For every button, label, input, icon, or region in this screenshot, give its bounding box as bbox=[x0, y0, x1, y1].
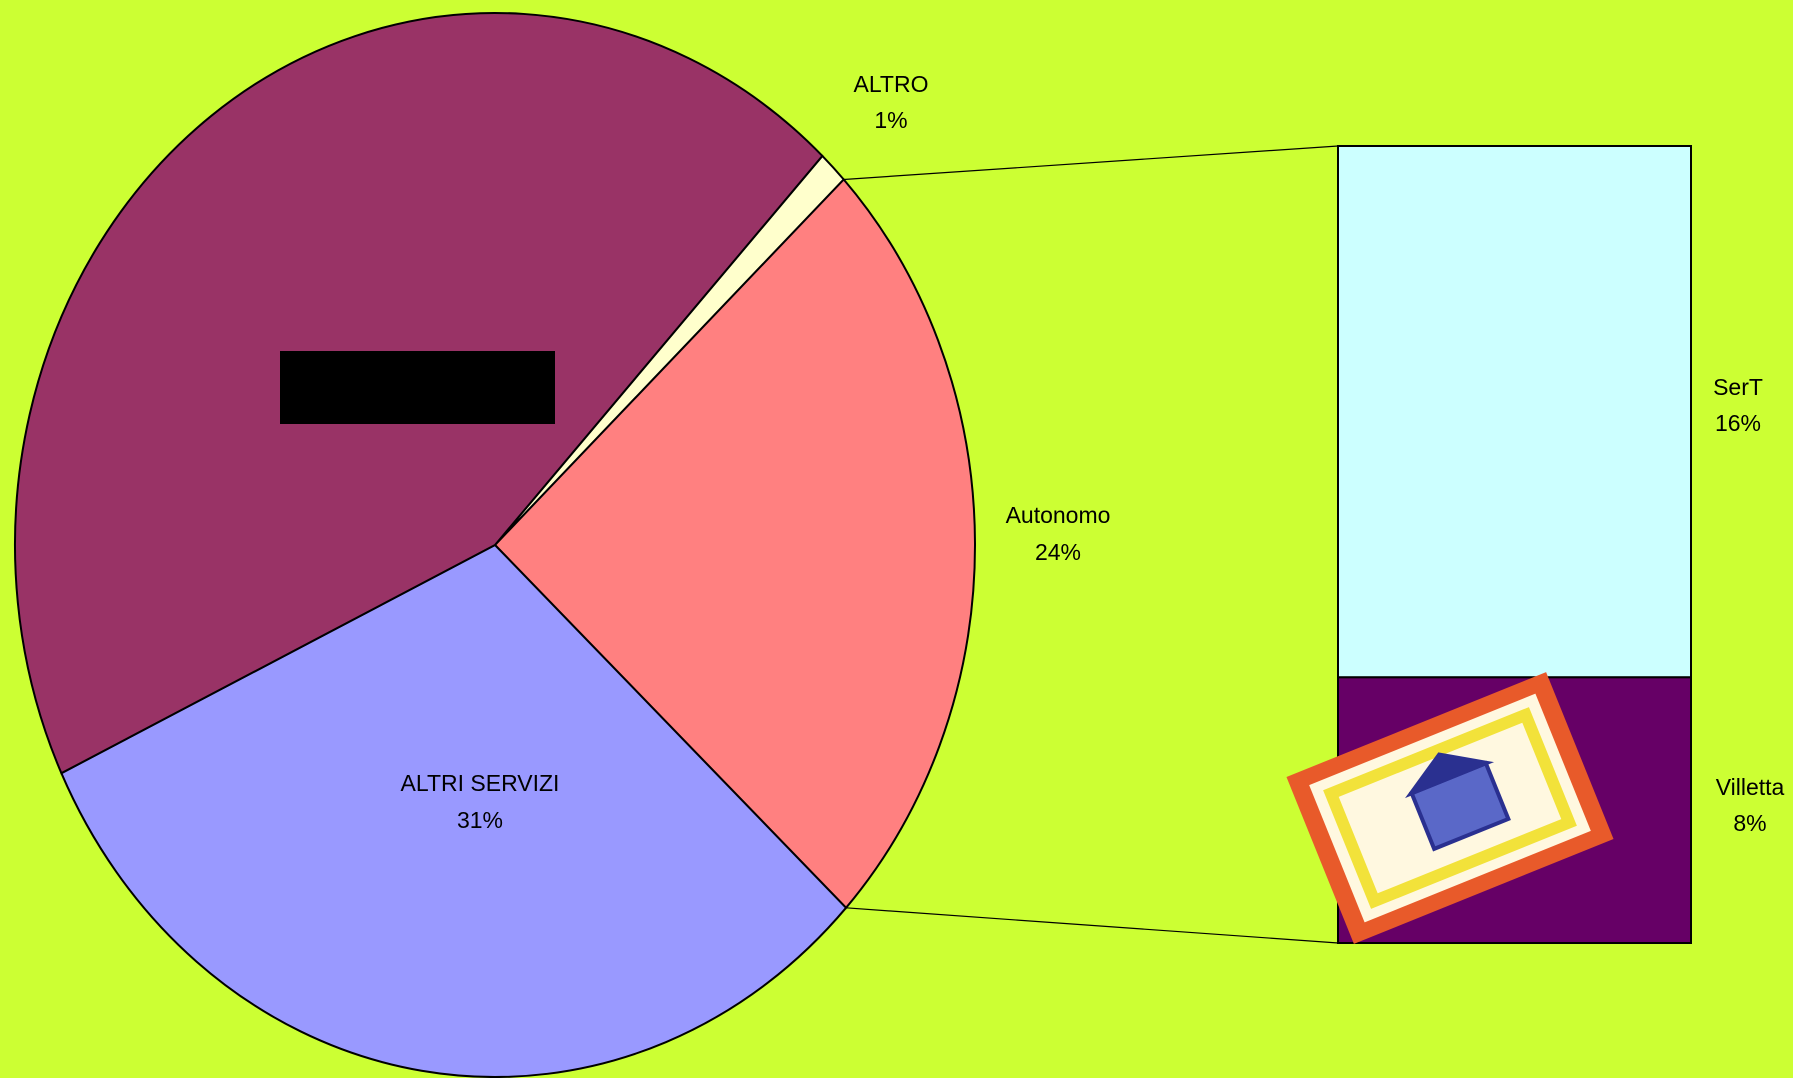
page: ALTRO 1% Autonomo 24% ALTRI SERVIZI 31% CONTRO… bbox=[0, 0, 1793, 1078]
slice-label: ALTRO bbox=[854, 71, 929, 97]
connector bbox=[846, 908, 1338, 943]
slice-value-label: 44% bbox=[394, 389, 440, 415]
slice-value-label: 24% bbox=[1035, 539, 1081, 565]
bar-label: Villetta bbox=[1716, 774, 1785, 800]
slice-label: ALTRI SERVIZI bbox=[401, 770, 560, 796]
chart: ALTRO 1% Autonomo 24% ALTRI SERVIZI 31% CONTRO… bbox=[0, 0, 1793, 1078]
bar-value-label: 8% bbox=[1733, 810, 1766, 836]
slice-label: CONTROLLO SOCIALE bbox=[292, 352, 541, 378]
slice-value-label: 1% bbox=[874, 107, 907, 133]
connector bbox=[844, 146, 1338, 179]
bar-label: SerT bbox=[1713, 374, 1763, 400]
bar-value-label: 16% bbox=[1715, 410, 1761, 436]
slice-label: Autonomo bbox=[1006, 502, 1111, 528]
slice-value-label: 31% bbox=[457, 807, 503, 833]
bar-segment bbox=[1338, 146, 1691, 677]
